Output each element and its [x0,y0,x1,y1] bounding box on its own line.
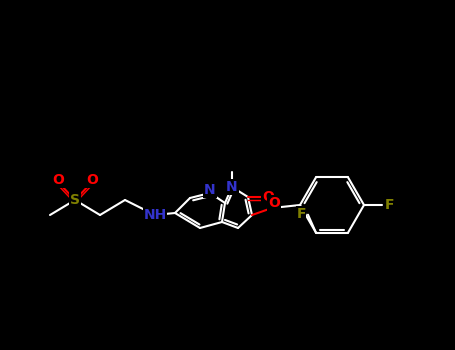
Text: F: F [296,207,306,221]
Text: F: F [384,198,394,212]
Text: NH: NH [143,208,167,222]
Text: S: S [70,193,80,207]
Text: N: N [226,180,238,194]
Text: N: N [204,183,216,197]
Text: O: O [86,173,98,187]
Text: O: O [262,190,274,204]
Text: O: O [52,173,64,187]
Text: O: O [268,196,280,210]
